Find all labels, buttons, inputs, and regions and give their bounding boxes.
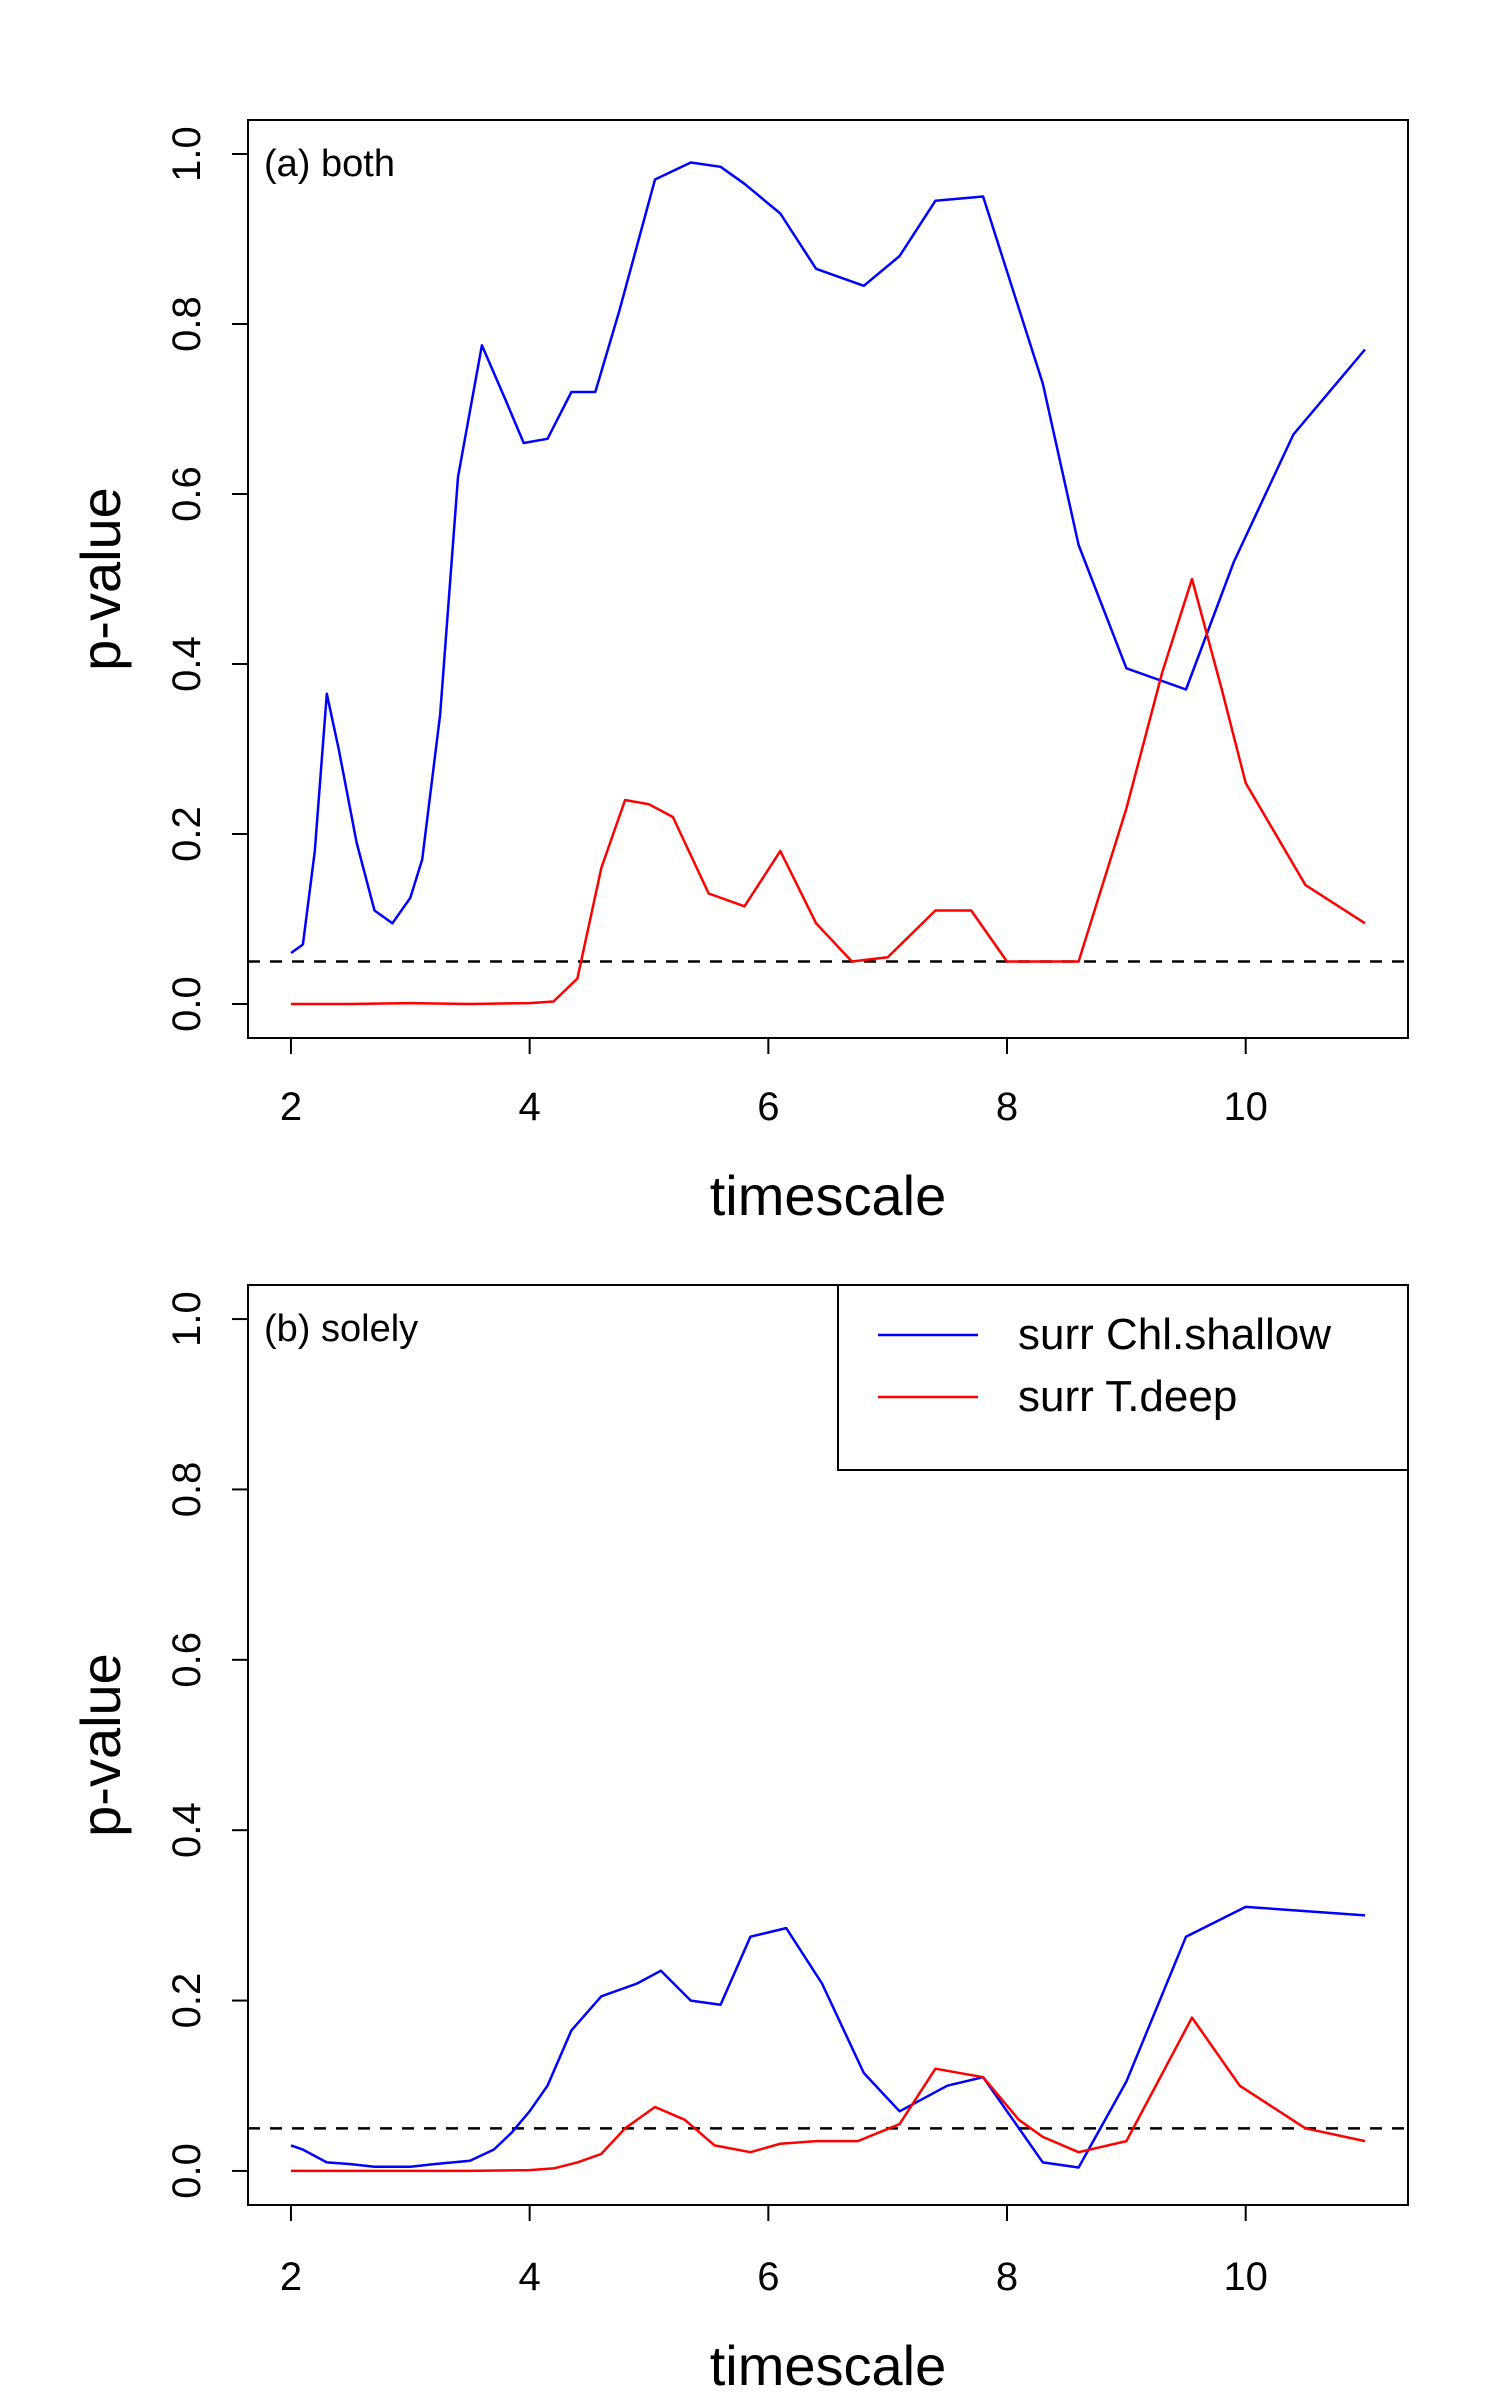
x-tick-label: 6 (757, 1085, 779, 1129)
x-tick-label: 8 (996, 1085, 1018, 1129)
y-axis-title: p-value (69, 1653, 132, 1837)
y-tick-label: 0.6 (165, 466, 209, 522)
y-tick-label: 1.0 (165, 1291, 209, 1347)
x-tick-label: 4 (519, 1085, 541, 1129)
x-tick-label: 2 (280, 1085, 302, 1129)
x-tick-label: 10 (1223, 2255, 1268, 2299)
y-axis-title: p-value (69, 487, 132, 671)
y-tick-label: 0.4 (165, 1802, 209, 1858)
y-tick-label: 0.0 (165, 2143, 209, 2199)
x-axis-title: timescale (710, 1164, 947, 1227)
y-tick-label: 0.6 (165, 1632, 209, 1688)
panel-a: 2 4 6 8 10 0.0 0.2 0.4 0.6 0.8 1.0 timescale p-value… (69, 119, 1409, 1227)
series-line-1 (291, 577, 1366, 1006)
legend-label-1: surr T.deep (1018, 1372, 1237, 1421)
x-tick-label: 4 (519, 2255, 541, 2299)
legend-label-0: surr Chl.shallow (1018, 1310, 1331, 1359)
x-tick-label: 2 (280, 2255, 302, 2299)
y-tick-label: 1.0 (165, 126, 209, 182)
legend-box (837, 1284, 1409, 1471)
x-axis-title: timescale (710, 2334, 947, 2397)
x-tick-label: 8 (996, 2255, 1018, 2299)
panel-label: (a) both (264, 143, 395, 185)
x-tick-label: 10 (1223, 1085, 1268, 1129)
y-tick-label: 0.4 (165, 636, 209, 692)
y-tick-label: 0.2 (165, 1973, 209, 2029)
y-tick-label: 0.8 (165, 1462, 209, 1518)
series-line-0 (290, 161, 1366, 955)
panel-b: 2 4 6 8 10 0.0 0.2 0.4 0.6 0.8 1.0 timescale p-value… (69, 1284, 1409, 2397)
y-tick-label: 0.8 (165, 296, 209, 352)
x-tick-label: 6 (757, 2255, 779, 2299)
series-line-1 (291, 2016, 1366, 2173)
y-tick-label: 0.2 (165, 806, 209, 862)
series-line-0 (290, 1905, 1366, 2169)
panel-label: (b) solely (264, 1308, 418, 1350)
y-tick-label: 0.0 (165, 976, 209, 1032)
